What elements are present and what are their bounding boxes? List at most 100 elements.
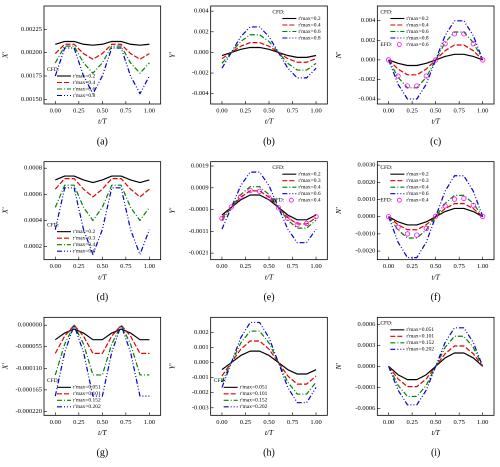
legend-title: CFD: <box>47 222 60 228</box>
series-line <box>54 324 150 354</box>
legend-label: r'max=0.4 <box>406 184 429 190</box>
y-tick-label: -0.0011 <box>189 228 209 235</box>
series-line <box>55 40 150 46</box>
efd-point <box>386 57 392 63</box>
series-line <box>54 324 150 376</box>
x-axis-label: t/T <box>265 117 274 126</box>
efd-point <box>275 205 282 211</box>
x-tick-label: 0.50 <box>430 263 441 270</box>
x-tick-label: 0.75 <box>287 107 298 114</box>
legend-label: r'max=0.2 <box>298 171 321 177</box>
legend-label: r'max=0.4 <box>73 80 96 86</box>
x-tick-label: 0.00 <box>50 263 61 270</box>
x-tick-label: 0.50 <box>430 419 441 426</box>
series-line <box>55 175 150 184</box>
legend-label: r'max=0.051 <box>73 385 101 391</box>
x-tick-label: 0.25 <box>406 263 417 270</box>
efd-point <box>470 202 476 208</box>
legend-label: r'max=0.2 <box>73 73 96 79</box>
y-tick-label: 0.001 <box>194 344 209 351</box>
y-tick-label: 0.0009 <box>191 184 209 191</box>
x-tick-label: 0.75 <box>120 263 131 270</box>
efd-point <box>442 203 448 209</box>
y-tick-label: -0.0001 <box>189 206 209 213</box>
x-tick-label: 0.25 <box>240 107 251 114</box>
legend-label: r'max=0.8 <box>298 35 321 41</box>
x-tick-label: 0.25 <box>73 263 84 270</box>
caption: (g) <box>96 448 108 459</box>
x-tick-label: 1.00 <box>144 263 155 270</box>
series-line <box>221 34 317 71</box>
series-line <box>221 171 317 244</box>
legend-label: r'max=0.051 <box>240 385 268 391</box>
legend-label: r'max=0.101 <box>406 334 434 340</box>
y-tick-label: 0.002 <box>194 329 209 336</box>
y-tick-label: -0.003 <box>192 404 209 411</box>
y-axis-label: X' <box>1 207 10 215</box>
y-tick-label: -0.0003 <box>355 384 375 391</box>
efd-point <box>414 232 420 238</box>
efd-point <box>386 214 392 220</box>
legend-label: r'max=0.6 <box>298 29 321 35</box>
legend-label: r'max=0.051 <box>406 327 434 333</box>
legend-title: CFD: <box>380 321 393 327</box>
y-tick-label: 0.0020 <box>357 179 375 186</box>
x-tick-label: 1.00 <box>477 419 488 426</box>
x-tick-label: 0.50 <box>97 419 108 426</box>
series-line <box>54 187 150 256</box>
legend-label: r'max=0.6 <box>73 86 96 92</box>
legend-label: r'max=0.2 <box>406 16 429 22</box>
caption: (c) <box>430 136 441 147</box>
efd-point <box>219 215 225 221</box>
x-tick-label: 1.00 <box>477 263 488 270</box>
legend-label: r'max=0.152 <box>406 340 434 346</box>
legend-label: r'max=0.6 <box>406 191 429 197</box>
y-tick-label: -0.000055 <box>15 343 42 350</box>
efd-point <box>423 225 429 231</box>
x-tick-label: 0.50 <box>263 263 274 270</box>
y-axis-label: X' <box>1 52 10 60</box>
series-line <box>221 46 317 58</box>
x-tick-label: 0.00 <box>216 263 227 270</box>
efd-point <box>470 41 476 47</box>
y-tick-label: 0.0010 <box>357 196 375 203</box>
efd-point <box>451 31 458 37</box>
y-tick-label: -0.004 <box>359 96 377 103</box>
y-tick-label: 0.0000 <box>357 213 375 220</box>
legend-label: r'max=0.3 <box>406 178 429 184</box>
legend-label: r'max=0.8 <box>73 93 96 99</box>
x-tick-label: 0.25 <box>73 107 84 114</box>
x-tick-label: 0.50 <box>263 419 274 426</box>
x-axis-label: t/T <box>431 428 440 437</box>
efd-point <box>304 220 310 227</box>
series-line <box>221 42 317 63</box>
x-tick-label: 1.00 <box>310 263 321 270</box>
x-axis-label: t/T <box>98 272 107 281</box>
y-tick-label: -0.0010 <box>355 230 375 237</box>
legend-marker <box>396 197 402 203</box>
legend-label: r'max=0.6 <box>298 191 321 197</box>
legend-label: r'max=0.202 <box>73 404 101 410</box>
legend-title: CFD: <box>380 165 393 171</box>
y-tick-label: 0.000 <box>194 49 209 56</box>
x-tick-label: 0.75 <box>454 419 465 426</box>
x-tick-label: 1.00 <box>310 107 321 114</box>
series-line <box>54 43 150 60</box>
x-tick-label: 1.00 <box>477 107 488 114</box>
x-tick-label: 0.25 <box>406 419 417 426</box>
legend-label: r'max=0.6 <box>406 29 429 35</box>
y-tick-label: 0.0019 <box>191 163 209 170</box>
legend-label: r'max=0.4 <box>73 242 96 248</box>
legend-label: r'max=0.8 <box>406 35 429 41</box>
x-tick-label: 0.00 <box>383 107 394 114</box>
legend-label: r'max=0.6 <box>73 248 96 254</box>
y-axis-label: Y' <box>167 207 176 213</box>
legend-label: r'max=0.2 <box>73 229 96 235</box>
efd-point <box>461 31 467 37</box>
x-tick-label: 0.25 <box>406 107 417 114</box>
y-tick-label: 0.0000 <box>357 363 375 370</box>
x-tick-label: 0.75 <box>287 263 298 270</box>
series-line <box>221 186 317 229</box>
legend-label: r'max=0.101 <box>240 391 268 397</box>
legend-label: r'max=0.3 <box>73 235 96 241</box>
